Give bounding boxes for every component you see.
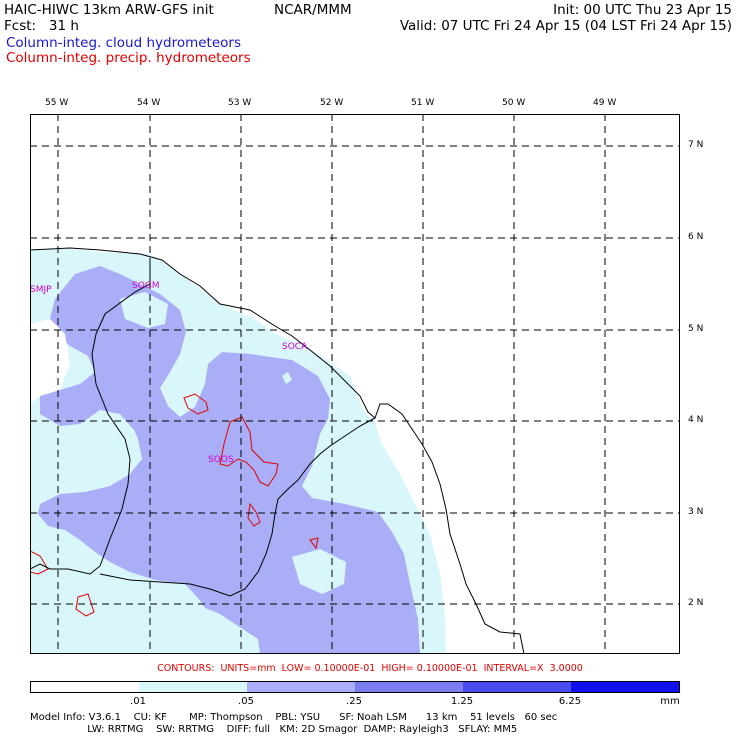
map-frame [30, 114, 680, 654]
station-labels: SMJP SOGM SOCA SOOS [30, 281, 308, 465]
field-cloud-label: Column-integ. cloud hydrometeors [6, 35, 242, 51]
colorbar-tick-4: 6.25 [558, 696, 582, 707]
station-soca: SOCA [282, 342, 308, 352]
coastline-borders [30, 247, 525, 654]
lat-label-3n: 3 N [688, 507, 704, 517]
colorbar-tick-2: .25 [346, 696, 362, 707]
cloud-gap-small [282, 372, 292, 384]
station-soos: SOOS [208, 455, 234, 465]
forecast-map: SMJP SOGM SOCA SOOS [30, 114, 680, 654]
forecast-hour: Fcst: 31 h [4, 18, 79, 34]
lon-label-54w: 54 W [137, 98, 161, 108]
field-precip-label: Column-integ. precip. hydrometeors [6, 50, 251, 66]
colorbar-tick-0: .01 [130, 696, 146, 707]
lon-label-55w: 55 W [45, 98, 69, 108]
color-bin-2 [247, 682, 355, 692]
color-bin-4 [463, 682, 571, 692]
color-bin-5 [571, 682, 679, 692]
institution-label: NCAR/MMM [274, 2, 352, 18]
contour-info: CONTOURS: UNITS=mm LOW= 0.10000E-01 HIGH… [157, 663, 583, 674]
model-info-line1: Model Info: V3.6.1 CU: KF MP: Thompson P… [30, 712, 558, 723]
model-info-line2: LW: RRTMG SW: RRTMG DIFF: full KM: 2D Sm… [30, 724, 518, 735]
ocean-clear-area [30, 319, 70, 404]
color-bin-0 [31, 682, 139, 692]
model-title: HAIC-HIWC 13km ARW-GFS init [4, 2, 214, 18]
colorbar-tick-3: 1.25 [450, 696, 474, 707]
color-bin-1 [139, 682, 247, 692]
colorbar-units: mm [660, 696, 680, 707]
color-bar [30, 681, 680, 693]
lat-label-2n: 2 N [688, 598, 704, 608]
cloud-gap-west [40, 532, 75, 604]
color-bin-3 [355, 682, 463, 692]
precip-contours [30, 393, 319, 617]
lon-label-51w: 51 W [411, 98, 435, 108]
valid-time: Valid: 07 UTC Fri 24 Apr 15 (04 LST Fri … [399, 18, 732, 34]
colorbar-tick-1: .05 [238, 696, 254, 707]
lon-label-49w: 49 W [593, 98, 617, 108]
lat-lon-grid [30, 114, 680, 654]
init-time: Init: 00 UTC Thu 23 Apr 15 [553, 2, 732, 18]
lon-label-50w: 50 W [502, 98, 526, 108]
lat-label-4n: 4 N [688, 415, 704, 425]
lat-label-6n: 6 N [688, 232, 704, 242]
lat-label-7n: 7 N [688, 140, 704, 150]
cloud-gap-north [120, 292, 168, 328]
lat-label-5n: 5 N [688, 324, 704, 334]
lon-label-53w: 53 W [228, 98, 252, 108]
lon-label-52w: 52 W [320, 98, 344, 108]
station-smjp: SMJP [30, 285, 52, 295]
station-sogm: SOGM [132, 281, 160, 291]
